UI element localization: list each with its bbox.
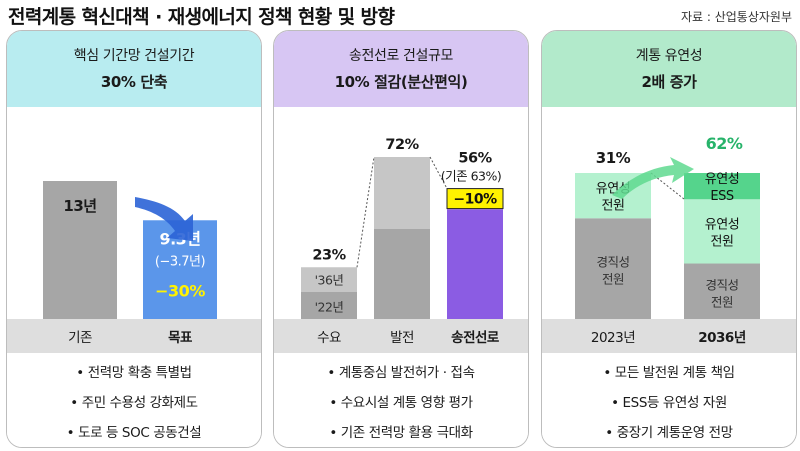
segment-label: 전원 (711, 234, 734, 249)
panel-header: 핵심 기간망 건설기간 30% 단축 (7, 31, 261, 107)
top-label: 72% (385, 137, 419, 153)
panel-header-line2: 30% 단축 (100, 73, 168, 91)
policy-notes: • 모든 발전원 계통 책임 • ESS등 유연성 자원 • 중장기 계통운영 … (542, 353, 796, 447)
panel-header-line1: 송전선로 건설규모 (349, 48, 453, 64)
top-label: 23% (312, 247, 346, 263)
policy-note: • 중장기 계통운영 전망 (605, 425, 733, 441)
reduction-label: −10% (453, 192, 497, 208)
panel-construction-period: 핵심 기간망 건설기간 30% 단축 기존목표13년9.3년(−3.7년)−30… (6, 30, 262, 448)
bar-segment (684, 173, 760, 200)
sub-label: (기존 63%) (441, 169, 502, 184)
bar-segment (575, 218, 651, 319)
bar-segment-22 (374, 229, 430, 319)
policy-note: • ESS등 유연성 자원 (611, 395, 727, 411)
panel-header-line2: 2배 증가 (641, 73, 697, 91)
segment-label: ESS (710, 189, 733, 204)
source-note: 자료 : 산업통상자원부 (680, 10, 792, 24)
x-axis-band (274, 319, 528, 353)
chart-grid-flexibility: 경직성전원유연성전원2023년경직성전원유연성전원유연성ESS2036년31%6… (575, 134, 760, 346)
blue-arrow-icon (135, 197, 193, 241)
panel-header-line1: 핵심 기간망 건설기간 (73, 48, 195, 64)
bar-segment-36 (301, 267, 357, 292)
connector-line (429, 156, 448, 189)
connector-line (650, 172, 685, 200)
page-title: 전력계통 혁신대책 · 재생에너지 정책 현황 및 방향 (8, 6, 395, 28)
value-label: 13년 (63, 197, 96, 215)
x-tick-label: 발전 (390, 330, 414, 346)
policy-note: • 기존 전력망 활용 극대화 (329, 425, 473, 441)
bar-segment-22 (447, 209, 503, 319)
x-tick-label: 목표 (168, 330, 193, 346)
segment-label: 유연성 (705, 217, 739, 232)
x-tick-label: 수요 (317, 330, 341, 346)
panel-header: 계통 유연성 2배 증가 (542, 31, 796, 107)
x-axis-band (542, 319, 796, 353)
segment-label: 경직성 (596, 255, 629, 270)
reduction-annotation: (−3.7년) (155, 254, 205, 269)
x-tick-label: 2023년 (591, 330, 635, 346)
policy-note: • 전력망 확충 특별법 (76, 365, 192, 381)
panel-grid-flexibility: 계통 유연성 2배 증가 경직성 전원 유연성 전원 2023년 경직성 전원 유연성 전원 유연… (541, 30, 797, 448)
bar-segment-36 (374, 157, 430, 229)
policy-note: • 도로 등 SOC 공동건설 (66, 425, 202, 441)
policy-note: • 주민 수용성 강화제도 (70, 395, 198, 411)
segment-label: '22년 (315, 300, 344, 315)
panel-header-line2: 10% 절감(분산편익) (334, 73, 468, 91)
top-label: 31% (596, 149, 631, 167)
segment-label: '36년 (315, 273, 344, 288)
segment-label: 전원 (602, 199, 625, 214)
policy-note: • 모든 발전원 계통 책임 (603, 365, 735, 381)
segment-label: 경직성 (705, 277, 738, 292)
percent-annotation: −30% (155, 281, 205, 300)
segment-label: 전원 (711, 294, 733, 309)
x-tick-label: 기존 (68, 330, 92, 346)
chart-construction-period: 기존목표13년9.3년(−3.7년)−30% (43, 181, 217, 346)
bar-segment (684, 263, 760, 319)
top-label: 56% (458, 151, 492, 167)
policy-notes: • 계통중심 발전허가 · 접속 • 수요시설 계통 영향 평가 • 기존 전력… (274, 353, 528, 447)
bar-segment-22 (301, 292, 357, 319)
top-label: 62% (706, 134, 743, 153)
policy-note: • 수요시설 계통 영향 평가 (329, 395, 473, 411)
x-axis-band (7, 319, 261, 353)
green-arrow-icon (612, 157, 694, 199)
bar-segment (684, 199, 760, 264)
bar-기존 (43, 181, 117, 319)
policy-notes: • 전력망 확충 특별법 • 주민 수용성 강화제도 • 도로 등 SOC 공동… (7, 353, 261, 447)
segment-label: 전원 (602, 272, 624, 287)
x-tick-label: 송전선로 (451, 329, 500, 346)
policy-note: • 계통중심 발전허가 · 접속 (327, 365, 475, 381)
panel-header: 송전선로 건설규모 10% 절감(분산편익) (274, 31, 528, 107)
panel-header-line1: 계통 유연성 (635, 48, 703, 64)
segment-label: 유연성 (705, 172, 739, 187)
reduction-box (446, 188, 504, 210)
x-tick-label: 2036년 (698, 330, 746, 346)
connector-line (356, 156, 375, 268)
